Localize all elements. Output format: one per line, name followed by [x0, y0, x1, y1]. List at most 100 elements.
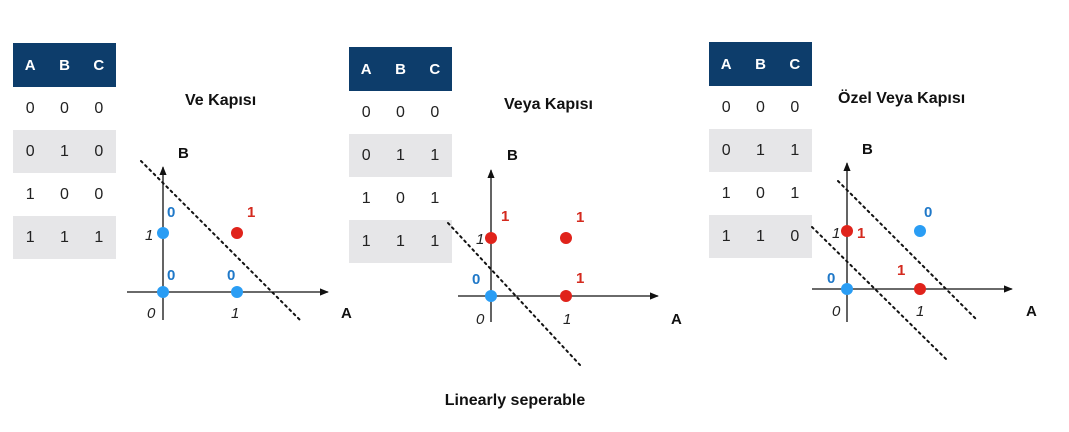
cell: 0 — [790, 98, 800, 116]
cell: 0 — [396, 189, 405, 207]
table-row: 0 0 0 — [709, 86, 812, 129]
table-row: 1 0 1 — [709, 172, 812, 215]
header-c: C — [417, 47, 452, 91]
and-truth-table: A B C 0 0 0 0 1 0 1 0 0 1 1 1 — [13, 43, 116, 259]
and-tick-y1: 1 — [145, 227, 153, 244]
cell: 0 — [756, 98, 765, 116]
data-point — [157, 286, 169, 298]
point-output-label: 0 — [924, 204, 932, 221]
cell: 1 — [383, 220, 418, 263]
header-c: C — [777, 42, 812, 86]
xor-tick-x1: 1 — [916, 303, 924, 320]
cell: 0 — [721, 98, 731, 116]
or-decision-line — [447, 222, 581, 366]
header-c: C — [81, 43, 116, 87]
point-output-label: 1 — [576, 270, 584, 287]
xor-y-axis-label: B — [862, 141, 873, 158]
cell: 0 — [756, 184, 765, 202]
cell: 1 — [709, 215, 744, 258]
data-point — [841, 225, 853, 237]
or-x-axis-label: A — [671, 311, 682, 328]
cell: 1 — [721, 184, 731, 202]
cell: 0 — [60, 99, 69, 117]
cell: 1 — [81, 216, 116, 259]
table-row: 0 1 0 — [13, 130, 116, 173]
cell: 0 — [94, 99, 104, 117]
table-row: 1 0 0 — [13, 173, 116, 216]
cell: 1 — [743, 129, 778, 172]
cell: 0 — [60, 185, 69, 203]
cell: 1 — [743, 215, 778, 258]
or-tick-y1: 1 — [476, 231, 484, 248]
or-tick-x0: 0 — [476, 311, 485, 328]
and-decision-line — [140, 160, 301, 321]
point-output-label: 0 — [827, 270, 835, 287]
and-tick-x1: 1 — [231, 305, 239, 322]
header-b: B — [383, 47, 418, 91]
table-row: 1 0 1 — [349, 177, 452, 220]
data-point — [560, 232, 572, 244]
or-truth-table: A B C 0 0 0 0 1 1 1 0 1 1 1 1 — [349, 47, 452, 263]
data-point — [560, 290, 572, 302]
cell: 0 — [13, 130, 48, 173]
cell: 0 — [25, 99, 35, 117]
data-point — [914, 225, 926, 237]
data-point — [485, 290, 497, 302]
xor-points: 0 1 1 0 — [827, 204, 932, 295]
point-output-label: 0 — [472, 271, 480, 288]
xor-gate-title: Özel Veya Kapısı — [838, 90, 966, 107]
cell: 0 — [709, 129, 744, 172]
table-row: 0 1 1 — [349, 134, 452, 177]
data-point — [231, 227, 243, 239]
or-tick-x1: 1 — [563, 311, 571, 328]
cell: 1 — [13, 216, 48, 259]
xor-tick-y1: 1 — [832, 225, 840, 242]
point-output-label: 1 — [576, 209, 584, 226]
xor-decision-line-upper — [837, 180, 979, 322]
point-output-label: 0 — [167, 204, 175, 221]
and-y-axis-label: B — [178, 145, 189, 162]
table-row: 1 1 0 — [709, 215, 812, 258]
xor-tick-x0: 0 — [832, 303, 841, 320]
caption: Linearly seperable — [444, 392, 586, 409]
table-row: 0 1 1 — [709, 129, 812, 172]
cell: 1 — [47, 130, 82, 173]
data-point — [231, 286, 243, 298]
cell: 0 — [396, 103, 405, 121]
cell: 1 — [361, 189, 371, 207]
cell: 1 — [790, 184, 800, 202]
header-b: B — [743, 42, 778, 86]
or-gate-title: Veya Kapısı — [504, 96, 593, 113]
xor-truth-table: A B C 0 0 0 0 1 1 1 0 1 1 1 0 — [709, 42, 812, 258]
header-b: B — [47, 43, 82, 87]
cell: 1 — [430, 189, 440, 207]
cell: 0 — [349, 134, 384, 177]
xor-decision-line-lower — [811, 226, 948, 361]
data-point — [485, 232, 497, 244]
and-gate-title: Ve Kapısı — [185, 92, 257, 109]
data-point — [157, 227, 169, 239]
cell: 1 — [383, 134, 418, 177]
cell: 1 — [47, 216, 82, 259]
cell: 0 — [361, 103, 371, 121]
cell: 1 — [777, 129, 812, 172]
point-output-label: 1 — [501, 208, 509, 225]
header-a: A — [349, 47, 384, 91]
cell: 1 — [349, 220, 384, 263]
point-output-label: 1 — [897, 262, 905, 279]
point-output-label: 0 — [227, 267, 235, 284]
data-point — [914, 283, 926, 295]
and-tick-x0: 0 — [147, 305, 156, 322]
table-row: 0 0 0 — [13, 87, 116, 130]
and-points: 0 0 0 1 — [157, 204, 255, 298]
cell: 0 — [430, 103, 440, 121]
cell: 0 — [81, 130, 116, 173]
point-output-label: 0 — [167, 267, 175, 284]
cell: 1 — [417, 220, 452, 263]
and-x-axis-label: A — [341, 305, 352, 322]
table-row: 1 1 1 — [349, 220, 452, 263]
